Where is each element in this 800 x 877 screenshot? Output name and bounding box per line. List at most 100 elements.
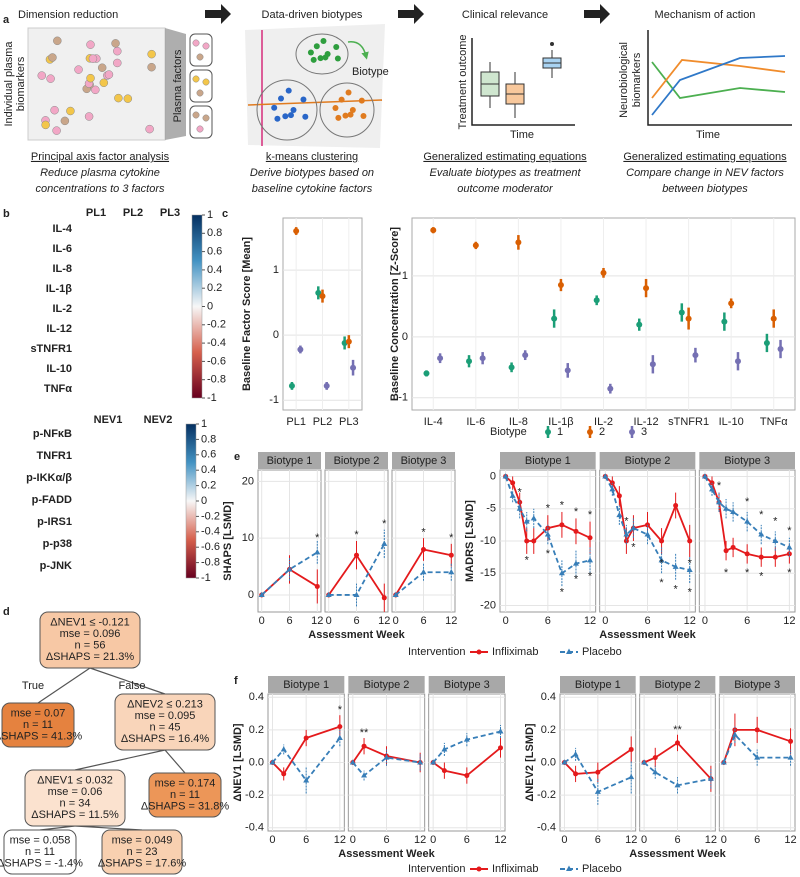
colorbar-label: 0.4: [201, 464, 216, 476]
point: [508, 364, 515, 371]
x-tick-label: 0: [503, 615, 509, 627]
facet-strip: [639, 676, 716, 693]
point: [652, 769, 659, 775]
point: [609, 486, 616, 492]
x-tick-label: 12: [414, 834, 426, 846]
y-axis-label: MADRS [LSMD]: [464, 500, 476, 582]
significance-label: *: [745, 567, 750, 579]
tree-node: [3, 829, 77, 875]
x-tick-label: 6: [464, 834, 470, 846]
point: [293, 228, 300, 235]
facet-strip: [325, 452, 388, 469]
series-line: [704, 476, 790, 549]
x-tick-label: 6: [595, 834, 601, 846]
point: [448, 569, 455, 575]
point: [337, 724, 343, 730]
biomarker-dot: [97, 63, 107, 72]
facet-strip: [719, 676, 795, 693]
x-tick-label: 6: [754, 834, 760, 846]
y-tick-label: 1: [273, 264, 279, 276]
point: [280, 746, 287, 752]
trend: [651, 59, 786, 99]
node-text: ΔSHAPS = 41.3%: [0, 730, 82, 742]
step-description: outcome moderator: [457, 183, 554, 195]
biomarker-dot: [37, 71, 47, 80]
significance-label: *: [673, 583, 678, 595]
point: [686, 566, 693, 573]
column-label: PL1: [86, 207, 106, 219]
point: [716, 499, 723, 505]
point: [515, 239, 522, 246]
x-tick-label: PL2: [313, 416, 333, 428]
facet-title: Biotype 1: [283, 679, 329, 691]
legend-title: Biotype: [490, 426, 527, 438]
point: [616, 493, 622, 499]
biomarker-dot: [52, 126, 61, 135]
cluster-dot: [349, 107, 356, 113]
colorbar: [191, 214, 203, 399]
series-line: [271, 737, 341, 782]
node-text: ΔNEV1 ≤ -0.121: [50, 617, 129, 629]
point: [707, 775, 714, 781]
significance-label: *: [659, 557, 664, 569]
biomarker-dot: [84, 112, 94, 121]
point: [420, 569, 427, 575]
significance-label: *: [688, 587, 693, 599]
biomarker-dot: [86, 73, 95, 83]
point: [497, 728, 504, 734]
legend-label: 1: [557, 426, 563, 438]
y-tick-label: -1: [269, 394, 279, 406]
x-tick-label: 0: [702, 615, 708, 627]
point: [303, 777, 310, 783]
x-tick-label: 0: [561, 834, 567, 846]
step-title: Mechanism of action: [655, 9, 756, 21]
significance-label: *: [421, 526, 426, 538]
point: [437, 355, 444, 362]
trend: [651, 61, 786, 99]
row-label: IL-1β: [46, 283, 73, 295]
y-tick-label: 10: [242, 532, 254, 544]
series-line: [432, 747, 502, 777]
factor-dot: [202, 114, 210, 122]
point: [430, 759, 437, 765]
point: [559, 522, 565, 528]
node-text: mse = 0.06: [48, 786, 103, 798]
legend-swatch: [476, 649, 482, 655]
x-tick-label: TNFα: [760, 416, 788, 428]
projection: [165, 28, 186, 140]
point: [498, 745, 504, 751]
factor-dot: [192, 75, 200, 83]
step-description: between biotypes: [662, 183, 748, 195]
node-text: mse = 0.095: [135, 710, 196, 722]
colorbar-label: 0.2: [207, 282, 222, 294]
panel-label: c: [222, 208, 228, 220]
factor-dot: [196, 53, 204, 61]
panel-label: a: [3, 14, 10, 26]
node-text: n = 11: [170, 789, 200, 801]
x-tick-label: sTNFR1: [668, 416, 709, 428]
facet-title: Biotype 1: [267, 455, 313, 467]
x-tick-label: PL1: [286, 416, 306, 428]
column-label: NEV1: [94, 414, 123, 426]
point: [524, 538, 530, 544]
colorbar-label: -0.6: [207, 355, 226, 367]
node-text: mse = 0.058: [10, 834, 71, 846]
y-tick-label: -1: [398, 392, 408, 404]
cluster-dot: [347, 111, 354, 118]
significance-label: *: [518, 486, 523, 498]
point: [336, 734, 343, 741]
x-tick-label: 0: [393, 615, 399, 627]
node-text: ΔSHAPS = 17.6%: [98, 857, 187, 869]
step-method: Generalized estimating equations: [623, 151, 787, 163]
cluster-dot: [332, 104, 339, 111]
axis-label: biomarkers: [631, 52, 643, 107]
legend-swatch: [545, 429, 551, 435]
y-tick-label: -15: [480, 567, 496, 579]
point: [392, 591, 399, 597]
cluster-dot: [317, 55, 324, 62]
y-tick-label: 0.4: [249, 691, 264, 703]
point: [628, 746, 634, 752]
colorbar-label: -0.4: [201, 526, 220, 538]
point: [643, 285, 650, 292]
x-tick-label: 6: [644, 615, 650, 627]
